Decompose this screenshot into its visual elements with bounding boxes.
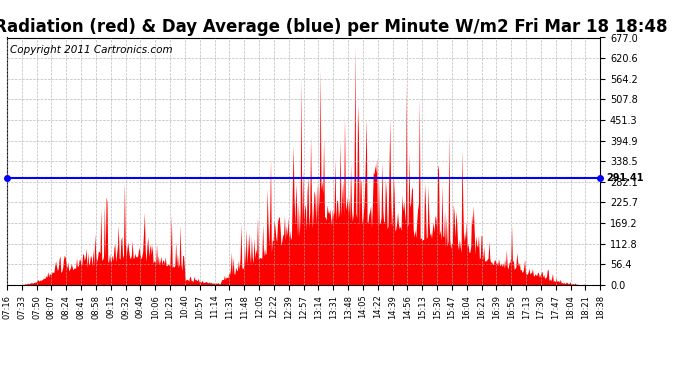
Text: 291.41: 291.41: [607, 174, 644, 183]
Text: 291.41: 291.41: [0, 174, 1, 183]
Title: Solar Radiation (red) & Day Average (blue) per Minute W/m2 Fri Mar 18 18:48: Solar Radiation (red) & Day Average (blu…: [0, 18, 667, 36]
Text: Copyright 2011 Cartronics.com: Copyright 2011 Cartronics.com: [10, 45, 172, 55]
